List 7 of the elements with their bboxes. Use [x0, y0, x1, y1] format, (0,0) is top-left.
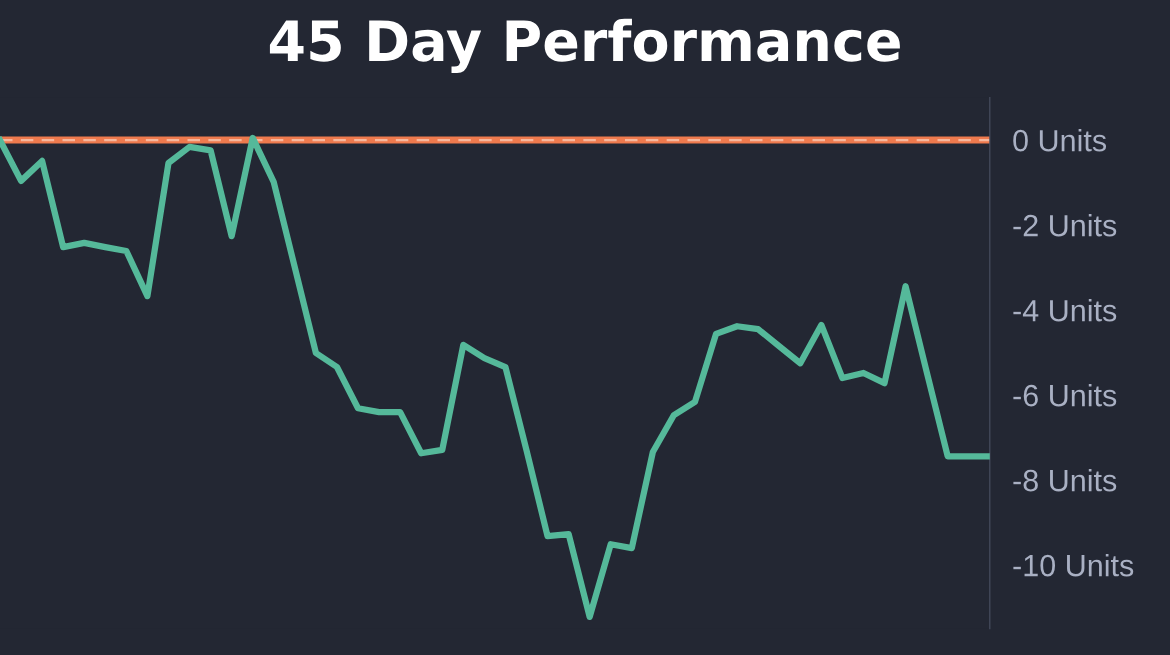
chart-title: 45 Day Performance [269, 18, 900, 73]
y-tick-label: -10 Units [1013, 553, 1134, 577]
y-tick-label: -2 Units [1013, 214, 1117, 237]
y-tick-label: -6 Units [1013, 384, 1117, 407]
y-tick-label: 0 Units [1013, 129, 1107, 152]
y-tick-label: -4 Units [1013, 299, 1117, 322]
y-tick-label: -8 Units [1013, 468, 1117, 492]
